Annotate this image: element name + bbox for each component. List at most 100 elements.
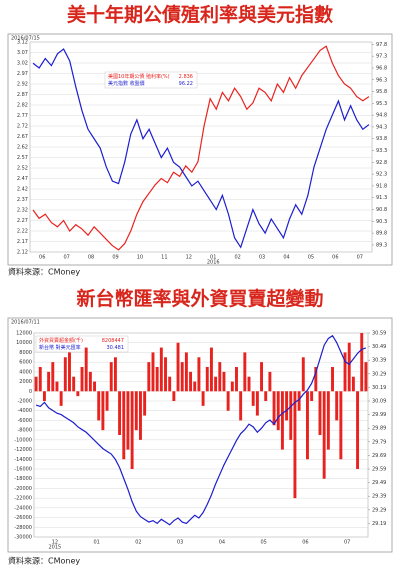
bar bbox=[243, 352, 247, 392]
y-tick-label: 2000 bbox=[19, 379, 32, 385]
y-tick-label: -10000 bbox=[14, 437, 32, 443]
bar bbox=[351, 376, 355, 392]
bar bbox=[189, 371, 193, 392]
bar bbox=[293, 391, 297, 499]
bar bbox=[322, 391, 326, 479]
legend-value: 8208447 bbox=[102, 338, 124, 344]
bar bbox=[230, 381, 234, 392]
y-tick-label: -26000 bbox=[14, 515, 32, 521]
bar bbox=[276, 391, 280, 431]
bar bbox=[197, 357, 201, 392]
bar bbox=[63, 357, 67, 392]
x-tick-label: 12 bbox=[186, 255, 192, 261]
x-tick-label: 04 bbox=[283, 255, 289, 261]
y-tick-label: 2.27 bbox=[17, 218, 28, 224]
y-tick-label: -22000 bbox=[14, 496, 32, 502]
y2-tick-label: 30.29 bbox=[372, 371, 386, 377]
y2-tick-label: 90.8 bbox=[376, 207, 387, 213]
y2-tick-label: 30.59 bbox=[372, 331, 386, 337]
bar bbox=[343, 352, 347, 392]
y-tick-label: 2.92 bbox=[17, 82, 28, 88]
bar bbox=[59, 391, 63, 406]
bar bbox=[176, 342, 180, 392]
bar bbox=[47, 371, 51, 392]
x-tick-label: 07 bbox=[344, 540, 350, 546]
bar bbox=[172, 391, 176, 401]
bar bbox=[134, 391, 138, 431]
bar bbox=[155, 367, 159, 392]
x-tick-label: 03 bbox=[259, 255, 265, 261]
bar bbox=[68, 352, 71, 392]
bar bbox=[255, 391, 259, 416]
bar bbox=[222, 371, 226, 392]
bar bbox=[214, 376, 218, 392]
bar bbox=[122, 391, 126, 460]
source: 資料來源：CMoney bbox=[8, 267, 80, 277]
x-tick-label: 05 bbox=[308, 255, 314, 261]
y-tick-label: 2.77 bbox=[17, 113, 28, 119]
legend-label: 美國10年期公債 殖利率(%) bbox=[108, 73, 170, 80]
bar bbox=[72, 376, 76, 392]
x-tick-label: 01 bbox=[210, 255, 216, 261]
y2-tick-label: 29.29 bbox=[372, 507, 386, 513]
y-tick-label: -20000 bbox=[14, 486, 32, 492]
y2-tick-label: 93.8 bbox=[376, 136, 387, 142]
legend-label: 外資買賣超金額(千) bbox=[39, 337, 83, 344]
bar bbox=[314, 367, 318, 392]
y2-tick-label: 29.79 bbox=[372, 439, 386, 445]
legend-value: 30.481 bbox=[107, 345, 125, 351]
chart-title: 美十年期公債殖利率與美元指數 bbox=[67, 3, 333, 26]
bar bbox=[218, 362, 222, 392]
bar bbox=[289, 391, 293, 440]
bar bbox=[180, 362, 184, 392]
y2-tick-label: 90.3 bbox=[376, 219, 387, 225]
y2-tick-label: 95.8 bbox=[376, 89, 387, 95]
date-label: 2016/07/15 bbox=[11, 36, 40, 42]
source: 資料來源：CMoney bbox=[8, 556, 80, 566]
y2-tick-label: 96.8 bbox=[376, 65, 387, 71]
bar bbox=[235, 367, 238, 392]
bar bbox=[97, 391, 101, 421]
bar bbox=[184, 352, 188, 392]
y-tick-label: 3.07 bbox=[17, 50, 28, 56]
y-tick-label: 2.67 bbox=[17, 134, 28, 140]
y2-tick-label: 29.99 bbox=[372, 412, 386, 418]
legend-box bbox=[35, 335, 129, 353]
bar bbox=[209, 347, 213, 392]
y2-tick-label: 92.8 bbox=[376, 160, 387, 166]
x-tick-label: 07 bbox=[63, 255, 69, 261]
y-tick-label: -12000 bbox=[14, 447, 32, 453]
bar bbox=[130, 391, 134, 469]
y2-tick-label: 94.8 bbox=[376, 113, 387, 119]
y2-tick-label: 30.49 bbox=[372, 344, 386, 350]
y-tick-label: 2.62 bbox=[17, 145, 28, 151]
y-tick-label: 2.37 bbox=[17, 197, 28, 203]
bar bbox=[126, 391, 130, 450]
bar bbox=[268, 371, 272, 392]
x-tick-label: 01 bbox=[93, 540, 99, 546]
bar bbox=[205, 367, 209, 392]
bar bbox=[260, 362, 263, 392]
bar bbox=[168, 376, 172, 392]
y-tick-label: 4000 bbox=[19, 369, 32, 375]
y-tick-label: 2.82 bbox=[17, 103, 28, 109]
y-tick-label: 12000 bbox=[16, 331, 32, 337]
y2-tick-label: 91.8 bbox=[376, 183, 387, 189]
x-tick-label: 04 bbox=[219, 540, 225, 546]
x-tick-label: 02 bbox=[135, 540, 141, 546]
bar bbox=[147, 362, 151, 392]
y2-tick-label: 30.39 bbox=[372, 358, 386, 364]
y-tick-label: 10000 bbox=[16, 340, 32, 346]
bar bbox=[34, 376, 38, 392]
y-tick-label: -24000 bbox=[14, 505, 32, 511]
y-tick-label: 3.12 bbox=[17, 40, 28, 46]
y-tick-label: 6000 bbox=[19, 360, 32, 366]
bar bbox=[38, 367, 42, 392]
legend-value: 96.22 bbox=[179, 81, 193, 87]
x-tick-label: 06 bbox=[302, 540, 308, 546]
bar bbox=[347, 342, 351, 392]
bar bbox=[113, 357, 117, 392]
line-series bbox=[35, 334, 367, 526]
x-tick-label: 02 bbox=[234, 255, 240, 261]
